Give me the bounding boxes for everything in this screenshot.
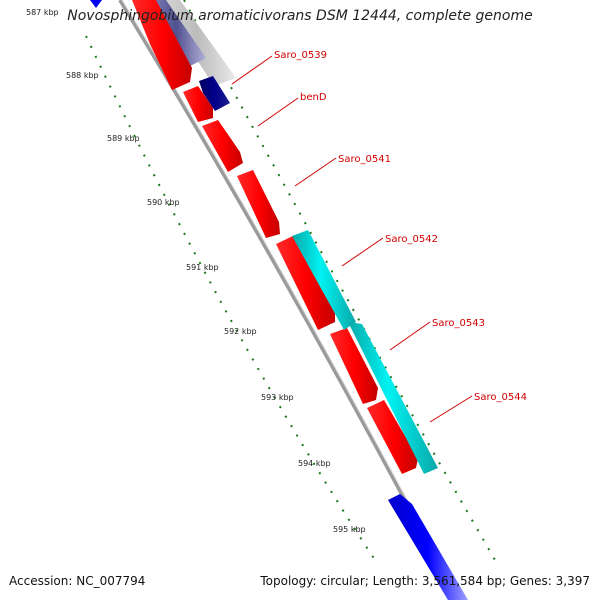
- cds-arrow-0539: [132, 0, 192, 90]
- leader-line-saro-0543: [389, 321, 431, 351]
- cds-arrow-left-small: [183, 86, 213, 122]
- leader-line-saro-0539: [231, 55, 273, 85]
- blue-feature-top: [90, 0, 102, 8]
- navy-feature: [199, 76, 230, 111]
- leader-line-saro-0541: [294, 157, 337, 187]
- gene-label-saro-0539: Saro_0539: [274, 50, 327, 61]
- gene-label-saro-0543: Saro_0543: [432, 318, 485, 329]
- tick-label-593: 593 kbp: [261, 393, 294, 402]
- gene-label-saro-0541: Saro_0541: [338, 154, 391, 165]
- tick-label-588: 588 kbp: [66, 71, 99, 80]
- leader-line-saro-0542: [341, 237, 384, 267]
- cds-arrow-bend: [202, 120, 243, 172]
- accession-text: Accession: NC_007794: [9, 574, 146, 588]
- cds-arrow-0541: [237, 170, 280, 238]
- tick-label-590: 590 kbp: [147, 198, 180, 207]
- cds-arrow-0543: [330, 328, 378, 404]
- leader-line-saro-0544: [429, 395, 473, 423]
- leader-line-bend: [257, 97, 299, 127]
- gene-label-saro-0544: Saro_0544: [474, 392, 527, 403]
- tick-label-591: 591 kbp: [186, 263, 219, 272]
- cyan-feature-0542: [292, 230, 356, 330]
- cds-arrow-0544: [367, 400, 418, 474]
- tick-label-595: 595 kbp: [333, 525, 366, 534]
- tick-label-587: 587 kbp: [26, 8, 59, 17]
- map-title: Novosphingobium aromaticivorans DSM 1244…: [67, 8, 533, 24]
- outer-tick-ring: [183, 0, 496, 561]
- gene-label-saro-0542: Saro_0542: [385, 234, 438, 245]
- tick-label-594: 594 kbp: [298, 459, 331, 468]
- tick-label-592: 592 kbp: [224, 327, 257, 336]
- genome-summary-text: Topology: circular; Length: 3,561,584 bp…: [260, 574, 590, 588]
- gene-label-bend: benD: [300, 92, 327, 103]
- cyan-feature-0543: [348, 322, 438, 474]
- blue-feature-bottom: [388, 494, 468, 600]
- tick-label-589: 589 kbp: [107, 134, 140, 143]
- cds-arrow-0542: [276, 236, 335, 330]
